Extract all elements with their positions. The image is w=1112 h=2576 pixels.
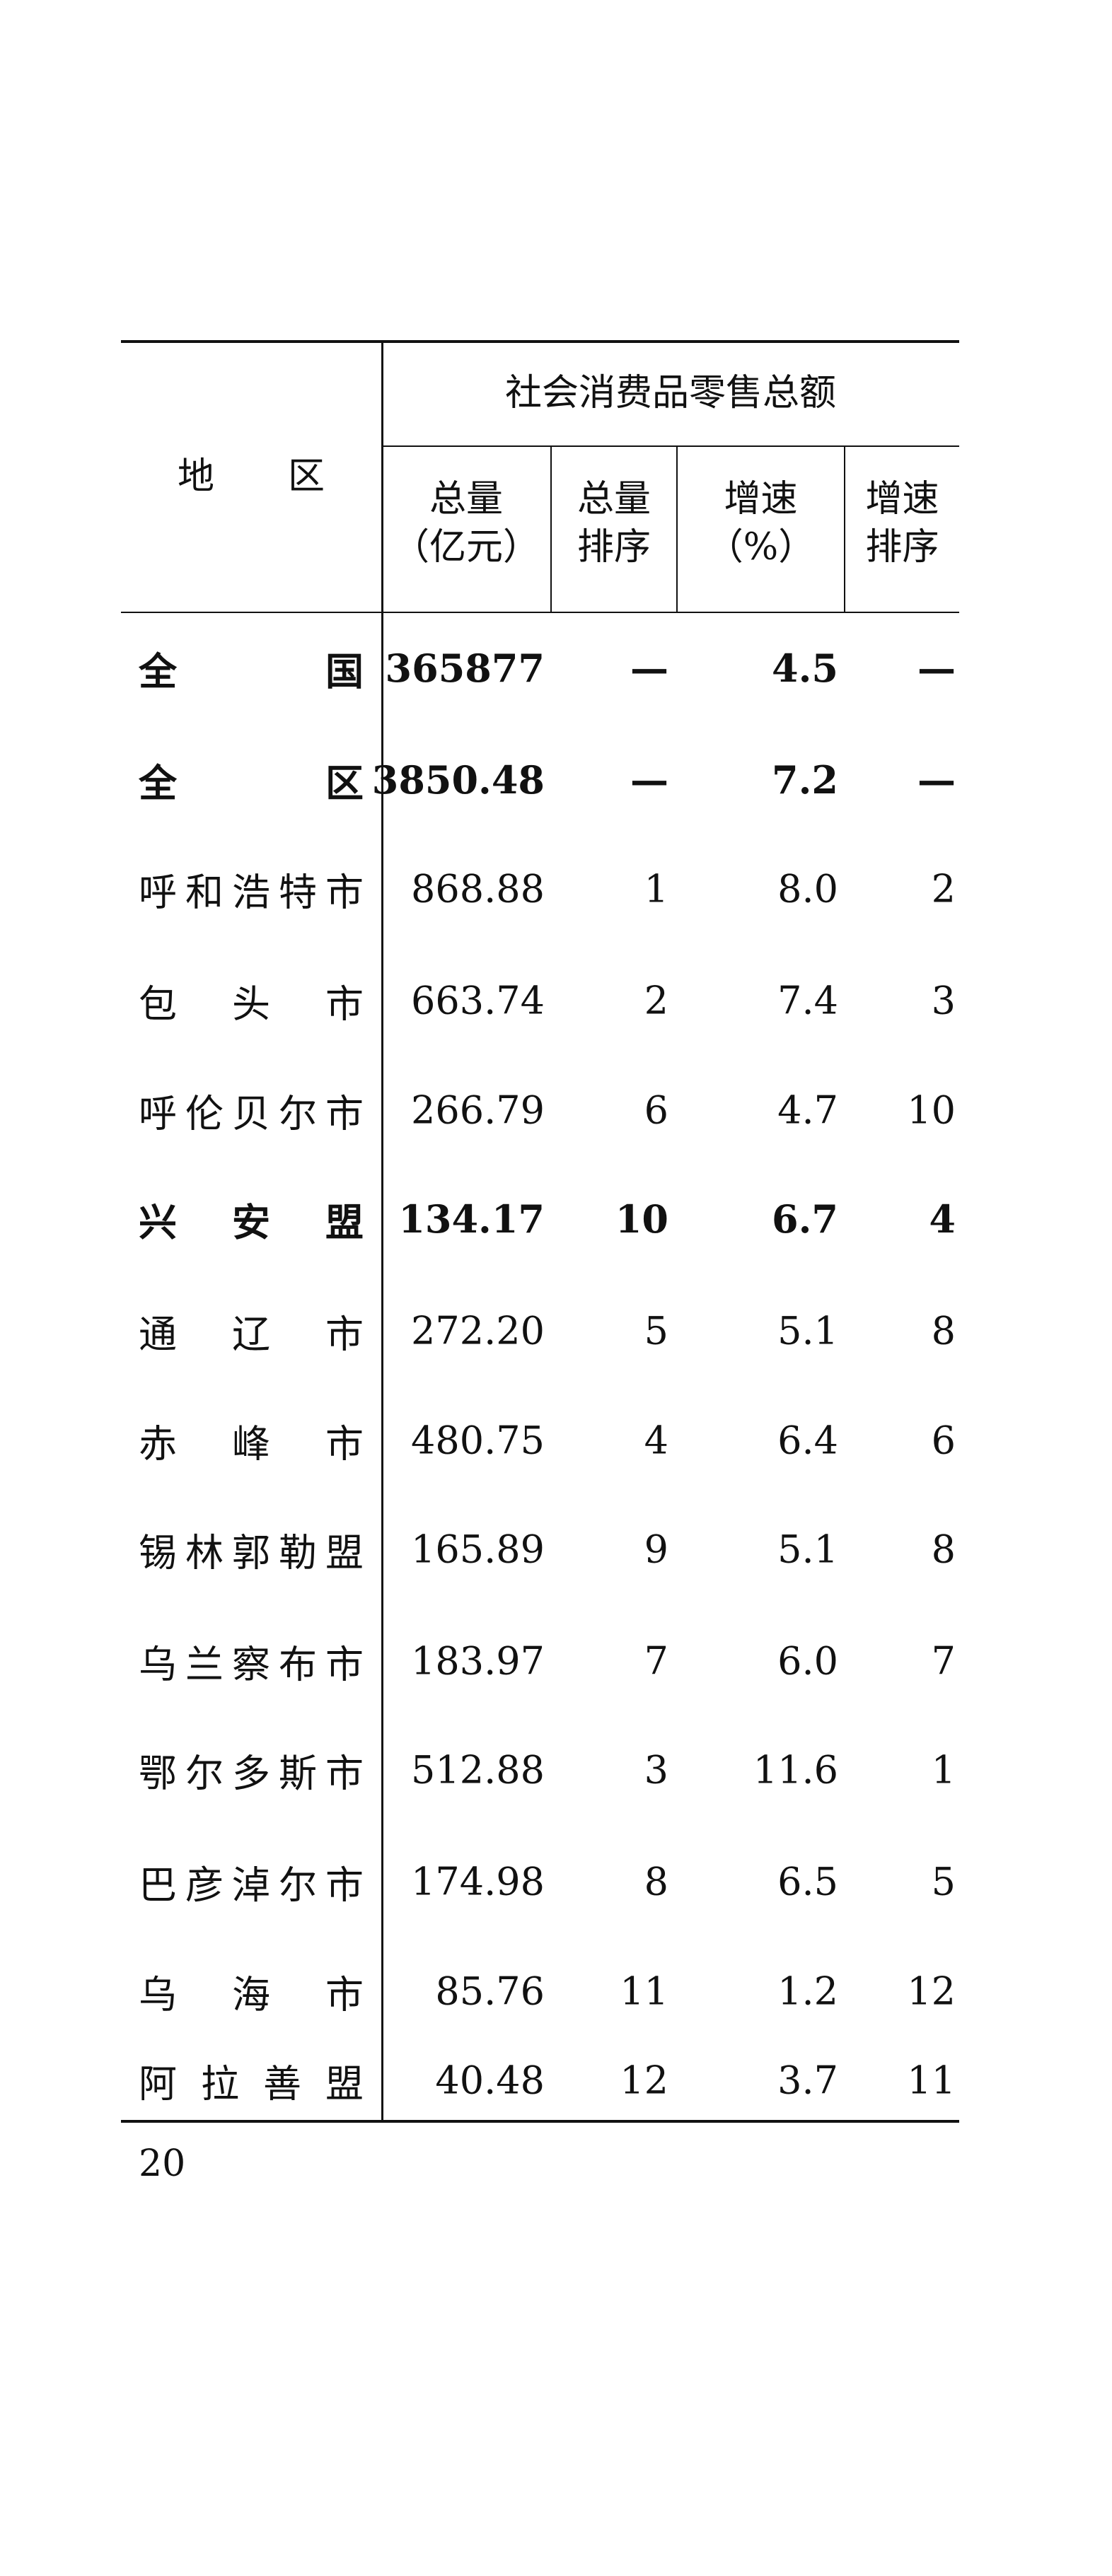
table-row: 巴彦淖尔市 174.98 8 6.5 5 — [0, 1826, 1112, 1937]
growth-cell: 8.0 — [777, 866, 838, 911]
total-cell: 174.98 — [411, 1859, 545, 1904]
column-header-total-rank: 总量 排序 — [577, 478, 651, 569]
growth-rank-cell: 11 — [907, 2058, 956, 2103]
table-row: 全国 365877 — 4.5 — — [0, 613, 1112, 723]
growth-rank-cell: 12 — [907, 1969, 956, 2014]
region-cell: 巴彦淖尔市 — [139, 1863, 364, 1908]
total-cell: 266.79 — [411, 1088, 545, 1133]
bottom-rule — [121, 2120, 959, 2123]
growth-cell: 4.7 — [777, 1088, 838, 1133]
header-rule — [121, 612, 959, 613]
region-cell: 全国 — [139, 648, 364, 694]
growth-cell: 5.1 — [777, 1308, 838, 1353]
total-rank-cell: — — [630, 757, 668, 803]
growth-rank-cell: 8 — [931, 1308, 956, 1353]
region-divider — [381, 342, 383, 2121]
table-row: 全区 3850.48 — 7.2 — — [0, 725, 1112, 835]
total-rank-cell: 4 — [644, 1418, 668, 1463]
table-row: 乌兰察布市 183.97 7 6.0 7 — [0, 1606, 1112, 1716]
growth-rank-cell: — — [917, 757, 956, 803]
table-row: 鄂尔多斯市 512.88 3 11.6 1 — [0, 1715, 1112, 1825]
growth-cell: 5.1 — [777, 1527, 838, 1572]
growth-rank-cell: 2 — [931, 866, 956, 911]
total-rank-cell: 6 — [644, 1088, 668, 1133]
total-cell: 183.97 — [411, 1638, 545, 1684]
col-divider — [676, 446, 678, 612]
total-rank-cell: 8 — [644, 1859, 668, 1904]
col-divider — [844, 446, 845, 612]
growth-cell: 11.6 — [753, 1747, 838, 1793]
growth-cell: 7.4 — [777, 978, 838, 1023]
region-cell: 通辽市 — [139, 1312, 364, 1357]
growth-cell: 6.0 — [777, 1638, 838, 1684]
table-row: 兴安盟 134.17 10 6.7 4 — [0, 1164, 1112, 1274]
table-row: 包头市 663.74 2 7.4 3 — [0, 945, 1112, 1056]
group-header: 社会消费品零售总额 — [504, 372, 836, 414]
growth-rank-cell: 7 — [931, 1638, 956, 1684]
table-row: 通辽市 272.20 5 5.1 8 — [0, 1276, 1112, 1386]
region-cell: 赤峰市 — [139, 1421, 364, 1467]
total-cell: 165.89 — [411, 1527, 545, 1572]
region-cell: 兴安盟 — [139, 1199, 364, 1245]
growth-cell: 6.7 — [772, 1196, 838, 1242]
top-rule — [121, 340, 959, 343]
growth-rank-cell: 10 — [907, 1088, 956, 1133]
page-number: 20 — [139, 2143, 186, 2185]
region-header: 地 区 — [177, 455, 325, 498]
growth-rank-cell: 1 — [931, 1747, 956, 1793]
region-cell: 乌海市 — [139, 1972, 364, 2017]
growth-cell: 3.7 — [777, 2058, 838, 2103]
growth-rank-cell: 3 — [931, 978, 956, 1023]
total-cell: 868.88 — [411, 866, 545, 911]
region-cell: 呼和浩特市 — [139, 870, 364, 915]
col-divider — [550, 446, 552, 612]
growth-rank-cell: — — [917, 646, 956, 691]
total-cell: 365877 — [385, 646, 545, 691]
growth-cell: 6.4 — [777, 1418, 838, 1463]
region-cell: 乌兰察布市 — [139, 1642, 364, 1687]
total-cell: 85.76 — [435, 1969, 545, 2014]
total-rank-cell: 5 — [644, 1308, 668, 1353]
region-cell: 包头市 — [139, 981, 364, 1027]
total-rank-cell: — — [630, 646, 668, 691]
total-rank-cell: 7 — [644, 1638, 668, 1684]
table-row: 锡林郭勒盟 165.89 9 5.1 8 — [0, 1494, 1112, 1604]
growth-rank-cell: 5 — [931, 1859, 956, 1904]
total-cell: 663.74 — [411, 978, 545, 1023]
table-row: 呼伦贝尔市 266.79 6 4.7 10 — [0, 1055, 1112, 1165]
total-cell: 40.48 — [435, 2058, 545, 2103]
growth-rank-cell: 4 — [929, 1196, 956, 1242]
region-cell: 呼伦贝尔市 — [139, 1091, 364, 1136]
growth-rank-cell: 6 — [931, 1418, 956, 1463]
region-cell: 全区 — [139, 760, 364, 806]
growth-cell: 6.5 — [777, 1859, 838, 1904]
growth-cell: 1.2 — [777, 1969, 838, 2014]
total-rank-cell: 2 — [644, 978, 668, 1023]
column-header-total: 总量 （亿元） — [392, 478, 540, 569]
total-rank-cell: 9 — [644, 1527, 668, 1572]
total-cell: 3850.48 — [371, 757, 545, 803]
region-cell: 阿拉善盟 — [139, 2061, 364, 2106]
table-row: 阿拉善盟 40.48 12 3.7 11 — [0, 2036, 1112, 2124]
total-rank-cell: 10 — [615, 1196, 668, 1242]
total-cell: 272.20 — [411, 1308, 545, 1353]
table-row: 乌海市 85.76 11 1.2 12 — [0, 1936, 1112, 2046]
total-rank-cell: 1 — [644, 866, 668, 911]
group-header-rule — [382, 445, 959, 447]
total-cell: 512.88 — [411, 1747, 545, 1793]
column-header-growth-rank: 增速 排序 — [865, 478, 939, 569]
total-cell: 134.17 — [398, 1196, 545, 1242]
growth-cell: 7.2 — [772, 757, 838, 803]
growth-rank-cell: 8 — [931, 1527, 956, 1572]
total-rank-cell: 11 — [620, 1969, 668, 2014]
region-cell: 锡林郭勒盟 — [139, 1530, 364, 1575]
growth-cell: 4.5 — [772, 646, 838, 691]
total-rank-cell: 3 — [644, 1747, 668, 1793]
total-rank-cell: 12 — [620, 2058, 668, 2103]
table-row: 赤峰市 480.75 4 6.4 6 — [0, 1385, 1112, 1496]
table-row: 呼和浩特市 868.88 1 8.0 2 — [0, 834, 1112, 944]
total-cell: 480.75 — [411, 1418, 545, 1463]
column-header-growth: 增速 （%） — [706, 478, 816, 569]
region-cell: 鄂尔多斯市 — [139, 1751, 364, 1796]
